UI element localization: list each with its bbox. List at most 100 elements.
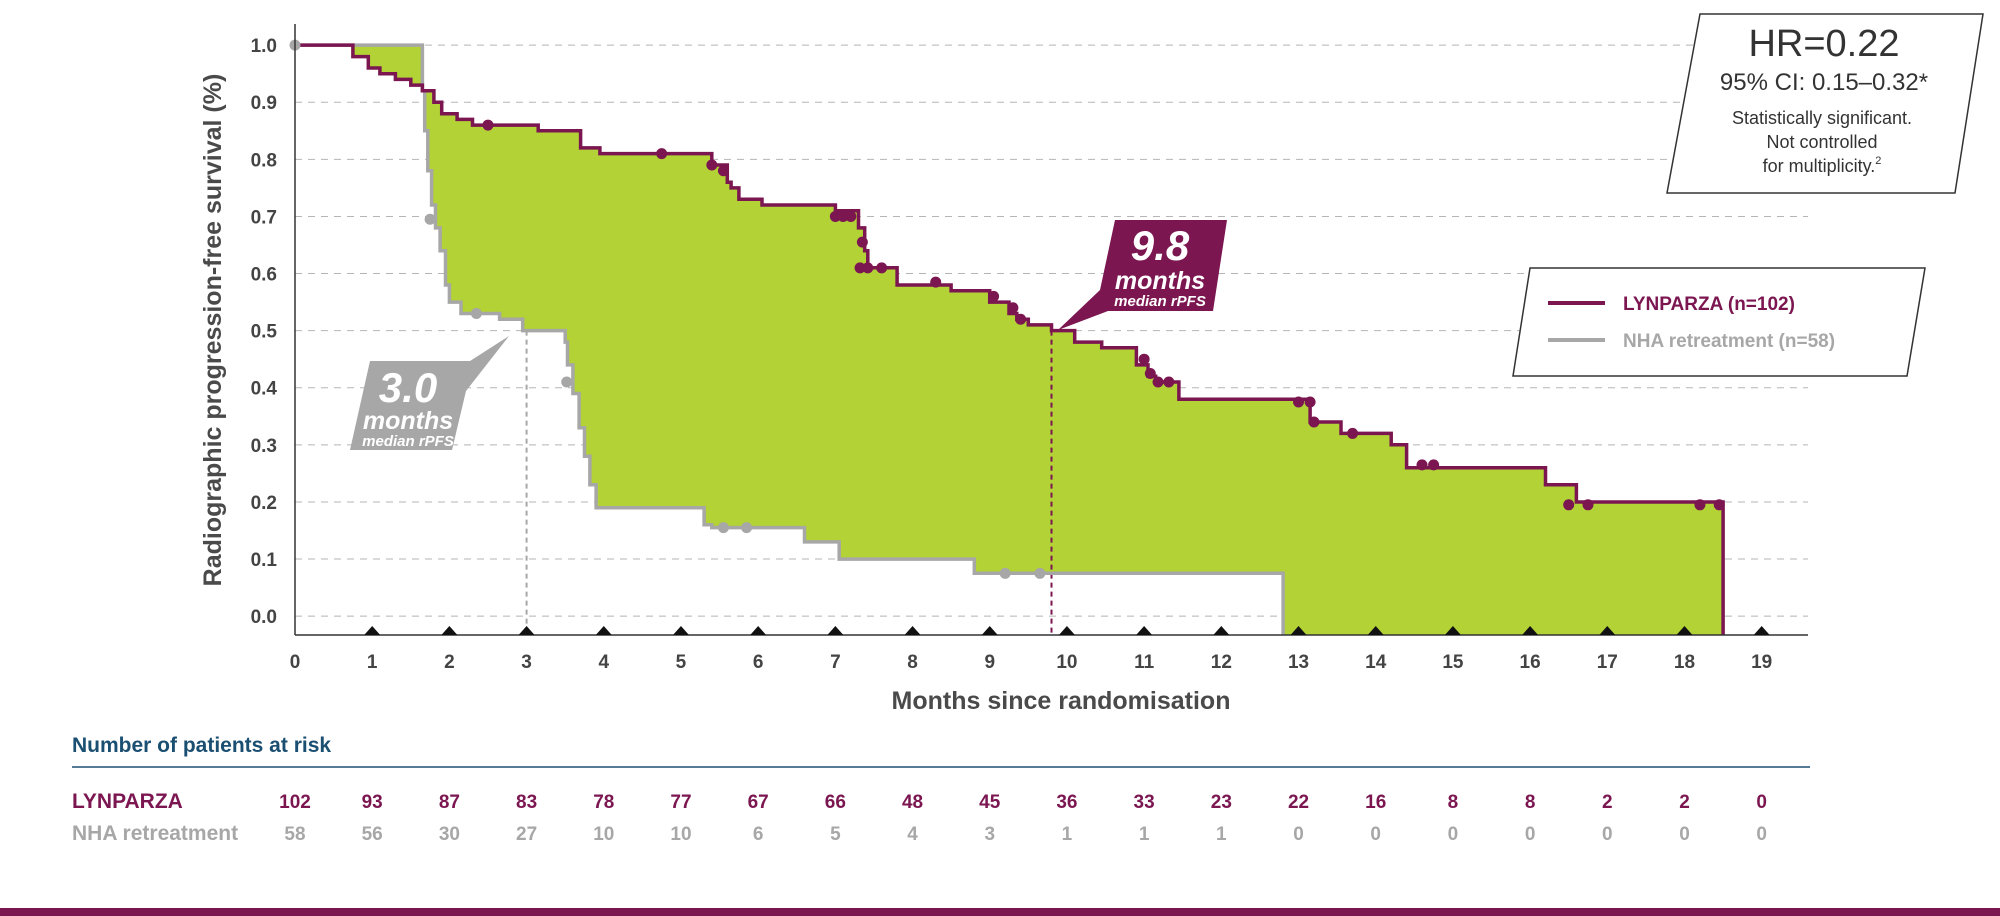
risk-row-lynparza: 102 93 87 83 78 77 67 66 48 45 36 33 23 22 16 8 8 2 2 0 <box>279 792 1767 813</box>
risk-count: 10 <box>670 824 691 845</box>
risk-count: 4 <box>907 824 918 845</box>
censor-mark-lynparza <box>1308 416 1320 428</box>
x-tick-label: 9 <box>984 652 995 673</box>
censor-mark-lynparza <box>837 210 849 222</box>
risk-row-nha: 58 56 30 27 10 10 6 5 4 3 1 1 1 0 0 0 0 0 0 0 <box>284 824 1767 845</box>
risk-count: 2 <box>1602 792 1613 813</box>
tick-marker <box>1753 626 1770 635</box>
axes <box>294 24 1808 636</box>
censor-mark-lynparza <box>1152 376 1164 388</box>
hr-note-3: for multiplicity.2 <box>1763 155 1882 176</box>
x-tick-label: 12 <box>1211 652 1232 673</box>
legend-label-lynparza: LYNPARZA (n=102) <box>1623 294 1795 315</box>
y-tick-label: 0.1 <box>251 550 278 571</box>
tick-marker <box>1058 626 1075 635</box>
risk-count: 87 <box>439 792 460 813</box>
risk-count: 48 <box>902 792 923 813</box>
risk-count: 27 <box>516 824 537 845</box>
lynparza-median-callout: 9.8 months median rPFS <box>1058 220 1227 330</box>
censor-marks <box>289 39 1725 579</box>
censor-mark-lynparza <box>1015 313 1027 325</box>
censor-mark-nha <box>741 522 753 534</box>
x-tick-label: 3 <box>521 652 532 673</box>
censor-mark-nha <box>470 308 482 320</box>
legend: LYNPARZA (n=102) NHA retreatment (n=58) <box>1512 267 1926 377</box>
risk-count: 33 <box>1134 792 1155 813</box>
tick-marker <box>904 626 921 635</box>
risk-count: 1 <box>1062 824 1073 845</box>
risk-count: 22 <box>1288 792 1309 813</box>
tick-marker <box>1367 626 1384 635</box>
lynparza-median-unit: months <box>1115 267 1205 295</box>
x-tick-label: 14 <box>1365 652 1387 673</box>
censor-mark-lynparza <box>1416 459 1428 471</box>
censor-mark-lynparza <box>1582 499 1594 511</box>
x-tick-label: 1 <box>367 652 378 673</box>
censor-mark-lynparza <box>656 148 668 160</box>
x-tick-label: 11 <box>1134 652 1155 673</box>
x-tick-label: 6 <box>753 652 764 673</box>
x-tick-label: 7 <box>830 652 841 673</box>
legend-frame <box>1512 267 1926 377</box>
censor-mark-lynparza <box>717 165 729 177</box>
hr-box-frame <box>1666 13 1984 194</box>
x-tick-label: 17 <box>1597 652 1618 673</box>
risk-count: 6 <box>753 824 764 845</box>
hazard-ratio-box: HR=0.22 95% CI: 0.15–0.32* Statistically… <box>1666 13 1984 194</box>
median-lines <box>525 330 1053 635</box>
censor-mark-lynparza <box>1138 353 1150 365</box>
y-tick-label: 0.9 <box>251 93 277 114</box>
y-tick-label: 1.0 <box>251 36 277 57</box>
risk-count: 3 <box>984 824 995 845</box>
x-tick-label: 16 <box>1520 652 1541 673</box>
x-tick-label: 4 <box>598 652 609 673</box>
x-axis-title: Months since randomisation <box>892 687 1231 715</box>
tick-marker <box>1136 626 1153 635</box>
x-tick-label: 13 <box>1288 652 1309 673</box>
risk-count: 36 <box>1056 792 1077 813</box>
tick-marker <box>441 626 458 635</box>
x-tick-label: 2 <box>444 652 455 673</box>
tick-marker <box>364 626 381 635</box>
y-axis-title: Radiographic progression-free survival (… <box>199 74 227 587</box>
lynparza-median-value: 9.8 <box>1131 222 1190 269</box>
tick-marker <box>981 626 998 635</box>
nha-callout-box <box>350 336 509 450</box>
nha-median-callout: 3.0 months median rPFS <box>350 336 509 450</box>
censor-mark-lynparza <box>1563 499 1575 511</box>
y-tick-label: 0.8 <box>251 150 277 171</box>
risk-count: 5 <box>830 824 841 845</box>
risk-count: 0 <box>1293 824 1304 845</box>
risk-table: Number of patients at risk LYNPARZA NHA … <box>72 734 1810 845</box>
risk-count: 0 <box>1602 824 1613 845</box>
x-tick-label: 8 <box>907 652 918 673</box>
y-tick-label: 0.7 <box>251 207 277 228</box>
nha-median-value: 3.0 <box>379 364 437 411</box>
risk-count: 1 <box>1139 824 1150 845</box>
x-tick-labels: 0 1 2 3 4 5 6 7 8 9 10 11 12 13 14 15 16 17 18 19 <box>290 652 1773 673</box>
risk-count: 0 <box>1370 824 1381 845</box>
censor-mark-lynparza <box>856 236 868 248</box>
x-tick-label: 19 <box>1751 652 1772 673</box>
risk-count: 0 <box>1679 824 1690 845</box>
lynparza-callout-box <box>1058 220 1227 330</box>
y-tick-label: 0.2 <box>251 493 277 514</box>
hr-note-3-text: for multiplicity. <box>1763 156 1876 176</box>
risk-row-label-nha: NHA retreatment <box>72 822 238 845</box>
risk-count: 8 <box>1448 792 1459 813</box>
censor-mark-lynparza <box>829 210 841 222</box>
tick-marker <box>750 626 767 635</box>
x-tick-label: 15 <box>1442 652 1464 673</box>
censor-mark-lynparza <box>930 276 942 288</box>
tick-marker <box>1676 626 1693 635</box>
tick-marker <box>1444 626 1461 635</box>
curve-nha <box>295 43 1285 635</box>
legend-label-nha: NHA retreatment (n=58) <box>1623 331 1835 352</box>
risk-count: 83 <box>516 792 537 813</box>
censor-mark-lynparza <box>876 262 888 274</box>
risk-count: 23 <box>1211 792 1232 813</box>
risk-count: 0 <box>1448 824 1459 845</box>
censor-mark-nha <box>999 567 1011 579</box>
censor-mark-lynparza <box>1007 302 1019 314</box>
tick-marker <box>672 626 689 635</box>
